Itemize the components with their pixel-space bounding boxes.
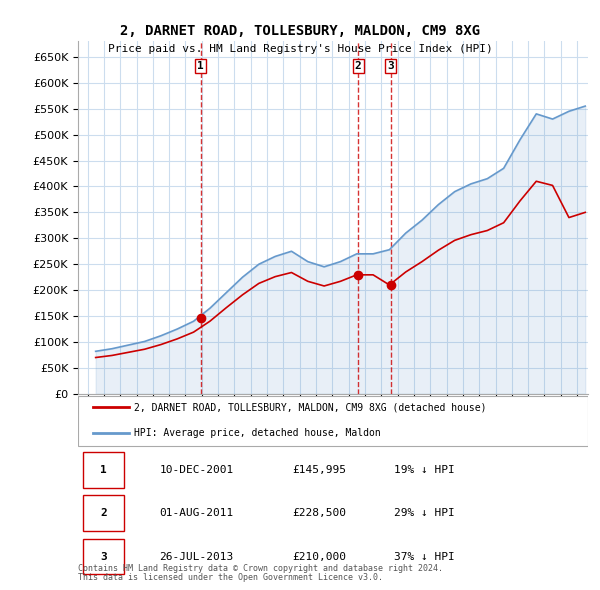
Text: 3: 3 [100, 552, 107, 562]
Text: Contains HM Land Registry data © Crown copyright and database right 2024.: Contains HM Land Registry data © Crown c… [78, 565, 443, 573]
Text: 10-DEC-2001: 10-DEC-2001 [160, 465, 234, 475]
Text: 1: 1 [100, 465, 107, 475]
Text: 2, DARNET ROAD, TOLLESBURY, MALDON, CM9 8XG (detached house): 2, DARNET ROAD, TOLLESBURY, MALDON, CM9 … [134, 402, 487, 412]
Text: HPI: Average price, detached house, Maldon: HPI: Average price, detached house, Mald… [134, 428, 381, 438]
Text: 2: 2 [100, 508, 107, 518]
Text: Price paid vs. HM Land Registry's House Price Index (HPI): Price paid vs. HM Land Registry's House … [107, 44, 493, 54]
Text: 37% ↓ HPI: 37% ↓ HPI [394, 552, 455, 562]
Text: 2: 2 [355, 61, 362, 71]
Text: 1: 1 [197, 61, 204, 71]
Text: 3: 3 [387, 61, 394, 71]
Text: 26-JUL-2013: 26-JUL-2013 [160, 552, 234, 562]
Text: £228,500: £228,500 [292, 508, 346, 518]
Text: This data is licensed under the Open Government Licence v3.0.: This data is licensed under the Open Gov… [78, 573, 383, 582]
Text: 2, DARNET ROAD, TOLLESBURY, MALDON, CM9 8XG: 2, DARNET ROAD, TOLLESBURY, MALDON, CM9 … [120, 24, 480, 38]
FancyBboxPatch shape [83, 496, 124, 531]
Text: 19% ↓ HPI: 19% ↓ HPI [394, 465, 455, 475]
FancyBboxPatch shape [78, 396, 588, 446]
Text: 01-AUG-2011: 01-AUG-2011 [160, 508, 234, 518]
FancyBboxPatch shape [83, 539, 124, 574]
Text: £145,995: £145,995 [292, 465, 346, 475]
Text: 29% ↓ HPI: 29% ↓ HPI [394, 508, 455, 518]
Text: £210,000: £210,000 [292, 552, 346, 562]
FancyBboxPatch shape [83, 452, 124, 487]
